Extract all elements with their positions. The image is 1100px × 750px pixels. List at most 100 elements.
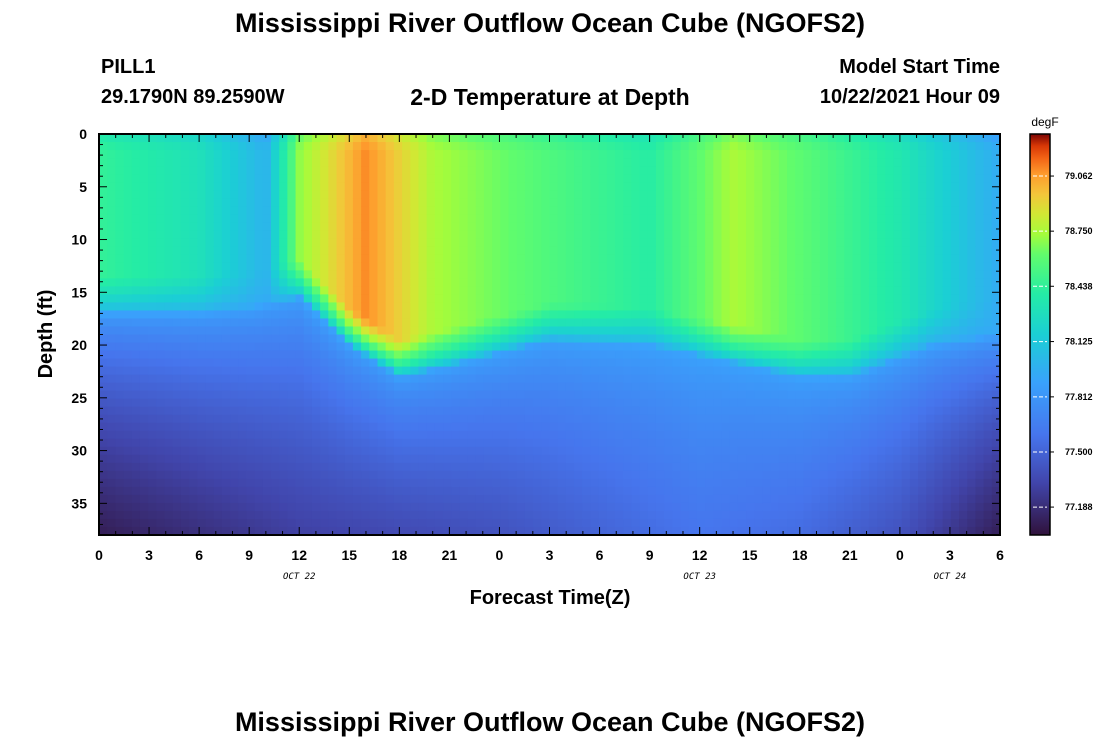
heatmap-cell xyxy=(426,518,436,528)
heatmap-cell xyxy=(164,334,174,344)
heatmap-cell xyxy=(483,526,493,536)
heatmap-cell xyxy=(344,174,354,183)
heatmap-cell xyxy=(868,390,878,400)
heatmap-cell xyxy=(582,494,592,504)
heatmap-cell xyxy=(459,206,469,215)
heatmap-cell xyxy=(623,526,633,536)
heatmap-cell xyxy=(639,310,649,320)
heatmap-cell xyxy=(705,518,714,528)
heatmap-cell xyxy=(655,390,665,400)
heatmap-cell xyxy=(189,462,198,472)
heatmap-cell xyxy=(664,486,673,496)
heatmap-cell xyxy=(172,222,182,231)
heatmap-cell xyxy=(737,478,747,488)
heatmap-cell xyxy=(860,182,870,191)
heatmap-cell xyxy=(582,246,592,255)
heatmap-cell xyxy=(737,382,747,392)
heatmap-cell xyxy=(524,198,534,207)
heatmap-cell xyxy=(680,478,690,488)
heatmap-cell xyxy=(164,278,174,287)
heatmap-cell xyxy=(729,318,739,328)
heatmap-cell xyxy=(107,206,116,215)
heatmap-cell xyxy=(385,294,395,304)
heatmap-cell xyxy=(885,358,895,368)
heatmap-cell xyxy=(369,142,379,151)
heatmap-cell xyxy=(189,214,198,223)
heatmap-cell xyxy=(361,214,370,223)
heatmap-cell xyxy=(909,350,919,360)
heatmap-cell xyxy=(238,254,248,263)
heatmap-cell xyxy=(778,278,788,287)
heatmap-cell xyxy=(377,430,387,440)
heatmap-cell xyxy=(475,310,485,320)
heatmap-cell xyxy=(803,254,813,263)
heatmap-cell xyxy=(655,182,665,191)
heatmap-cell xyxy=(844,406,854,416)
heatmap-cell xyxy=(778,166,788,175)
heatmap-cell xyxy=(434,454,444,464)
heatmap-cell xyxy=(123,222,133,231)
heatmap-cell xyxy=(639,382,649,392)
heatmap-cell xyxy=(819,278,829,287)
heatmap-cell xyxy=(664,230,673,239)
heatmap-cell xyxy=(606,302,616,312)
heatmap-cell xyxy=(434,422,444,432)
heatmap-cell xyxy=(467,134,477,143)
heatmap-cell xyxy=(475,142,485,151)
heatmap-cell xyxy=(262,358,272,368)
heatmap-cell xyxy=(852,430,862,440)
heatmap-cell xyxy=(426,438,436,448)
heatmap-cell xyxy=(598,318,608,328)
heatmap-cell xyxy=(123,446,133,456)
heatmap-cell xyxy=(860,406,870,416)
heatmap-cell xyxy=(557,214,567,223)
heatmap-cell xyxy=(139,422,149,432)
heatmap-cell xyxy=(819,390,829,400)
heatmap-cell xyxy=(778,430,788,440)
heatmap-cell xyxy=(795,142,805,151)
heatmap-cell xyxy=(238,318,248,328)
heatmap-cell xyxy=(328,142,338,151)
heatmap-cell xyxy=(868,230,878,239)
heatmap-cell xyxy=(459,214,469,223)
heatmap-cell xyxy=(901,374,911,384)
heatmap-cell xyxy=(549,222,559,231)
heatmap-cell xyxy=(443,222,452,231)
heatmap-cell xyxy=(598,166,608,175)
heatmap-cell xyxy=(180,398,190,408)
heatmap-cell xyxy=(680,222,690,231)
heatmap-cell xyxy=(762,182,772,191)
heatmap-cell xyxy=(615,286,624,295)
heatmap-cell xyxy=(713,318,723,328)
heatmap-cell xyxy=(713,462,723,472)
heatmap-cell xyxy=(377,262,387,271)
heatmap-cell xyxy=(172,438,182,448)
heatmap-cell xyxy=(852,326,862,336)
heatmap-cell xyxy=(696,262,706,271)
heatmap-cell xyxy=(230,438,239,448)
heatmap-cell xyxy=(787,350,796,360)
heatmap-cell xyxy=(393,390,403,400)
heatmap-cell xyxy=(737,390,747,400)
heatmap-cell xyxy=(311,518,321,528)
heatmap-cell xyxy=(746,406,755,416)
heatmap-cell xyxy=(688,254,698,263)
heatmap-cell xyxy=(205,422,215,432)
heatmap-cell xyxy=(172,182,182,191)
heatmap-cell xyxy=(549,182,559,191)
heatmap-cell xyxy=(770,142,780,151)
heatmap-cell xyxy=(787,414,796,424)
heatmap-cell xyxy=(352,422,362,432)
heatmap-cell xyxy=(156,142,166,151)
heatmap-cell xyxy=(500,358,510,368)
heatmap-cell xyxy=(180,158,190,167)
heatmap-cell xyxy=(778,150,788,159)
heatmap-cell xyxy=(180,422,190,432)
heatmap-cell xyxy=(197,166,207,175)
heatmap-cell xyxy=(582,406,592,416)
heatmap-cell xyxy=(631,430,641,440)
heatmap-cell xyxy=(221,206,231,215)
heatmap-cell xyxy=(213,174,223,183)
heatmap-cell xyxy=(754,326,764,336)
heatmap-cell xyxy=(443,350,452,360)
